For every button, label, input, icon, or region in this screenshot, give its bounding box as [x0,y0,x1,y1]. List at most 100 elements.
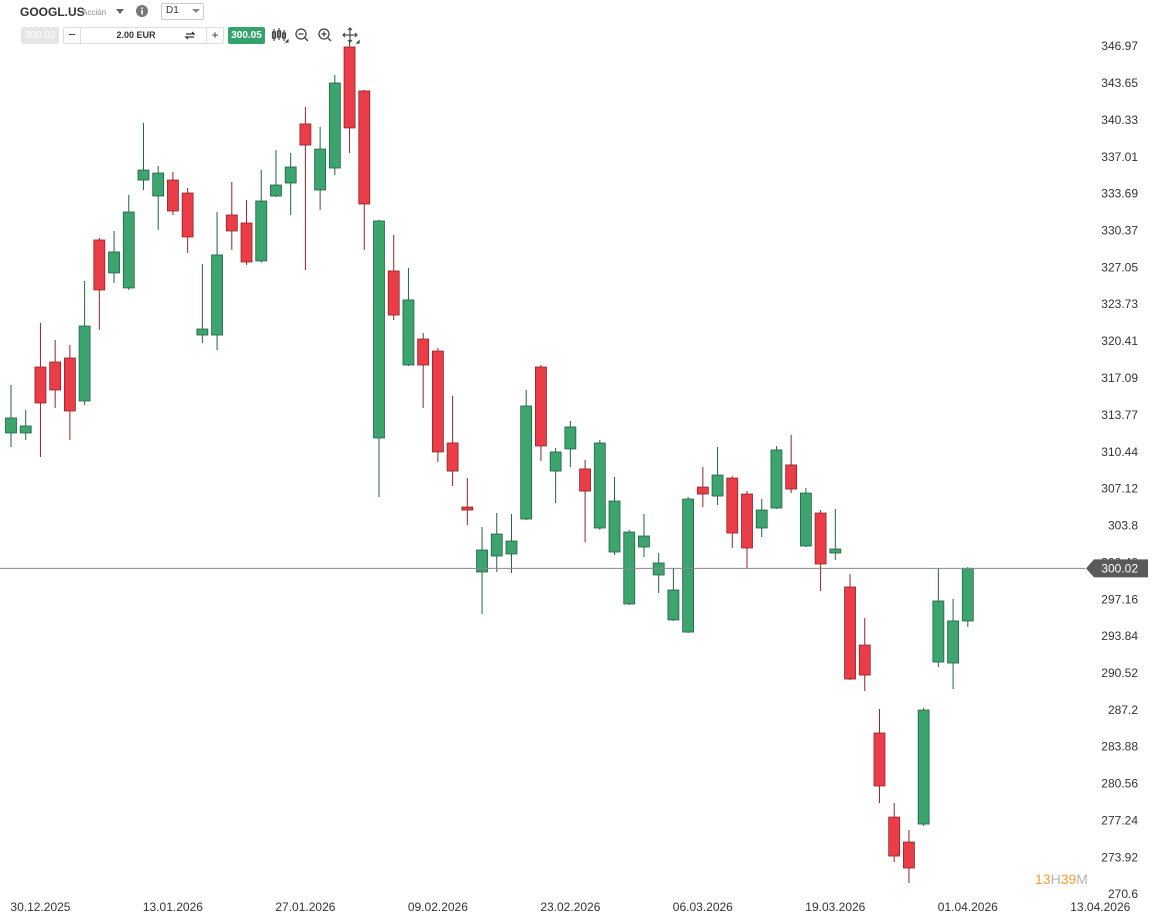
candle-body [711,474,724,497]
candle-body [505,540,518,555]
candle-body [903,841,915,869]
candle-body [122,211,135,289]
y-tick-label: 346.97 [1101,39,1138,53]
countdown-hours: 13 [1035,871,1051,887]
y-tick-label: 283.88 [1101,740,1138,754]
candle-body [755,509,768,529]
candle-body [108,251,120,274]
candle-body [387,270,400,316]
candle-body [284,166,297,184]
candle-body [63,357,76,412]
x-tick-label: 09.02.2026 [408,900,468,914]
candle-body [299,123,312,146]
candle-body [328,82,341,169]
y-tick-label: 333.69 [1101,187,1138,201]
candle-body [799,492,812,547]
y-tick-label: 313.77 [1101,408,1138,422]
y-tick-label: 290.52 [1101,666,1138,680]
candle-body [696,486,709,495]
candle-body [638,535,650,548]
y-tick-label: 307.12 [1101,482,1138,496]
y-tick-label: 323.73 [1101,297,1138,311]
decrease-button[interactable]: − [64,28,81,43]
symbol-dropdown[interactable] [114,6,126,16]
y-tick-label: 287.2 [1108,703,1138,717]
candle-body [947,620,959,664]
candle-body [240,222,253,263]
volume-control: − 2.00 EUR + [63,27,224,44]
y-tick-label: 270.6 [1108,887,1138,901]
volume[interactable]: 2.00 EUR [116,30,156,40]
buy-button[interactable]: 300.05 [228,27,265,44]
timeframe: D1 [166,5,179,16]
symbol[interactable]: GOOGL.US [20,5,85,19]
x-tick-label: 13.01.2026 [143,900,203,914]
chart-type-icon[interactable] [271,28,289,43]
zoom-in-icon[interactable] [318,28,332,42]
x-tick-label: 27.01.2026 [275,900,335,914]
info-icon[interactable] [135,4,149,18]
candle-body [814,512,827,565]
candle-body [608,500,621,553]
candle-body [741,493,753,549]
y-tick-label: 340.33 [1101,113,1138,127]
pan-icon[interactable] [342,27,360,44]
candle-body [932,600,945,663]
candle-body [667,589,680,621]
candle-body [181,192,194,238]
x-tick-label: 06.03.2026 [673,900,733,914]
countdown-hours-unit: H [1051,871,1061,887]
candle-body [461,506,474,511]
candle-body [373,220,385,439]
candle-body [167,179,179,212]
increase-button[interactable]: + [206,28,223,43]
candle-body [476,549,488,573]
candle-body [314,148,327,191]
y-tick-label: 293.84 [1101,629,1138,643]
candle-body [78,325,91,402]
candle-body [358,90,371,205]
last-price-tag [1086,559,1148,578]
candle-body [844,586,856,680]
candle-body [490,533,503,557]
y-tick-label: 303.8 [1108,519,1138,533]
sell-button[interactable]: 300.02 [21,27,59,44]
swap-icon[interactable] [184,30,196,41]
candle-body [579,468,591,492]
chart-tools [271,27,360,44]
candle-body [93,239,106,291]
y-tick-label: 310.44 [1101,445,1138,459]
candle-body [593,442,606,529]
candle-body [873,732,886,787]
candle-body [34,366,47,404]
countdown: 13H39M [1035,871,1088,887]
candle-body [829,548,842,554]
x-tick-label: 19.03.2026 [805,900,865,914]
candle-body [225,214,238,232]
timeframe-arrow [192,9,200,13]
candle-body [137,169,150,181]
y-tick-label: 327.05 [1101,260,1138,274]
candle-body [858,644,871,676]
candle-body [652,562,665,576]
zoom-out-icon[interactable] [295,28,309,42]
candle-body [961,567,974,622]
y-tick-label: 330.37 [1101,223,1138,237]
candle-body [431,350,444,453]
candle-body [343,46,356,129]
candle-body [270,184,282,197]
candle-body [5,417,17,434]
y-tick-label: 317.09 [1101,371,1138,385]
x-tick-label: 30.12.2025 [10,900,70,914]
x-tick-label: 01.04.2026 [938,900,998,914]
y-tick-label: 297.16 [1101,592,1138,606]
x-tick-label: 23.02.2026 [540,900,600,914]
candle-body [726,477,739,534]
candle-body [255,200,268,262]
countdown-minutes: 39 [1061,871,1077,887]
timeframe-select[interactable]: D1 [161,3,204,20]
candle-body [417,338,430,366]
candle-body [785,464,798,490]
countdown-minutes-unit: M [1076,871,1088,887]
candle-body [19,425,32,434]
